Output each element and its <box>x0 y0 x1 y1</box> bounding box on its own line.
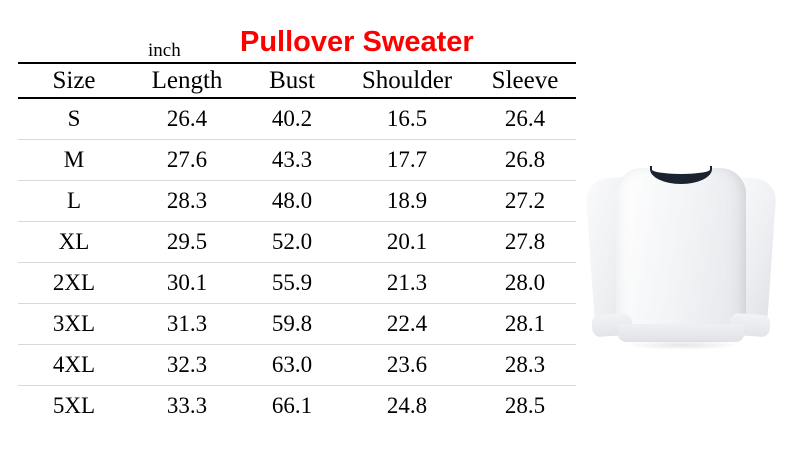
sweater-neck-opening <box>652 165 710 174</box>
cell-bust: 59.8 <box>244 303 340 345</box>
column-header-shoulder: Shoulder <box>340 62 474 99</box>
column-header-size: Size <box>18 62 130 99</box>
cell-sleeve: 28.5 <box>504 393 546 418</box>
cell-length: 26.4 <box>130 98 244 140</box>
cell-shoulder: 16.5 <box>340 98 474 140</box>
cell-size: M <box>18 139 130 181</box>
cell-size: 3XL <box>18 303 130 345</box>
table-row: 2XL 30.1 55.9 21.3 28.0 <box>18 262 576 304</box>
table-row: 3XL 31.3 59.8 22.4 28.1 <box>18 303 576 345</box>
cell-size: 5XL <box>52 393 96 418</box>
table-row: 5XL 33.3 66.1 24.8 28.5 <box>18 386 576 427</box>
table-row: 4XL 32.3 63.0 23.6 28.3 <box>18 344 576 386</box>
cell-sleeve: 28.0 <box>474 262 576 304</box>
table-header: Size Length Bust Shoulder Sleeve <box>18 62 576 99</box>
cell-shoulder: 23.6 <box>340 344 474 386</box>
cell-sleeve: 27.8 <box>474 221 576 263</box>
cell-bust: 48.0 <box>244 180 340 222</box>
sweater-shadow <box>624 340 742 350</box>
cell-shoulder: 17.7 <box>340 139 474 181</box>
column-header-length: Length <box>130 62 244 99</box>
cell-size: S <box>18 98 130 140</box>
cell-length: 31.3 <box>130 303 244 345</box>
cell-bust: 55.9 <box>244 262 340 304</box>
cell-length: 30.1 <box>130 262 244 304</box>
cell-shoulder: 20.1 <box>340 221 474 263</box>
cell-bust: 40.2 <box>244 98 340 140</box>
cell-sleeve: 27.2 <box>474 180 576 222</box>
cell-length: 28.3 <box>130 180 244 222</box>
cell-length: 29.5 <box>130 221 244 263</box>
cell-bust: 43.3 <box>244 139 340 181</box>
column-header-bust: Bust <box>244 62 340 99</box>
cell-size: 2XL <box>18 262 130 304</box>
cell-length: 27.6 <box>130 139 244 181</box>
cell-sleeve: 28.1 <box>474 303 576 345</box>
cell-size: 4XL <box>18 344 130 386</box>
cell-length: 33.3 <box>166 393 208 418</box>
page-title: Pullover Sweater <box>240 26 474 58</box>
cell-shoulder: 21.3 <box>340 262 474 304</box>
cell-shoulder: 24.8 <box>386 393 428 418</box>
cell-size: L <box>18 180 130 222</box>
unit-label: inch <box>148 40 181 61</box>
sweater-body <box>616 168 746 340</box>
cell-bust: 52.0 <box>244 221 340 263</box>
sweater-hem <box>618 324 744 342</box>
table-row: XL 29.5 52.0 20.1 27.8 <box>18 221 576 263</box>
cell-size: XL <box>18 221 130 263</box>
cell-bust: 66.1 <box>271 393 313 418</box>
table-row: S 26.4 40.2 16.5 26.4 <box>18 98 576 140</box>
column-header-sleeve: Sleeve <box>474 62 576 99</box>
cell-shoulder: 22.4 <box>340 303 474 345</box>
table-body: S 26.4 40.2 16.5 26.4 M 27.6 43.3 17.7 2… <box>18 98 576 426</box>
table-row: M 27.6 43.3 17.7 26.8 <box>18 139 576 181</box>
cell-sleeve: 26.4 <box>474 98 576 140</box>
cell-length: 32.3 <box>130 344 244 386</box>
product-image-sweater <box>584 158 778 374</box>
cell-shoulder: 18.9 <box>340 180 474 222</box>
cell-sleeve: 26.8 <box>474 139 576 181</box>
cell-sleeve: 28.3 <box>474 344 576 386</box>
cell-bust: 63.0 <box>244 344 340 386</box>
size-chart-table: Size Length Bust Shoulder Sleeve S 26.4 … <box>18 62 576 426</box>
table-row: L 28.3 48.0 18.9 27.2 <box>18 180 576 222</box>
